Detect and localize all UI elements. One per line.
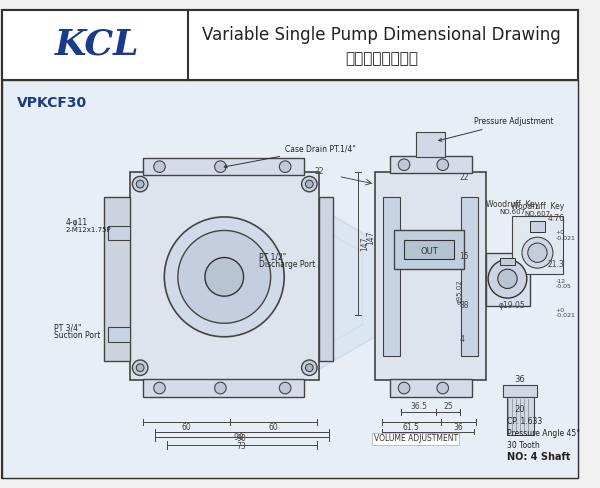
Text: 變量泵外型尺寸圖: 變量泵外型尺寸圖 <box>346 51 418 66</box>
Circle shape <box>154 382 165 394</box>
FancyBboxPatch shape <box>416 132 445 157</box>
FancyBboxPatch shape <box>104 197 130 361</box>
Circle shape <box>136 180 144 188</box>
Text: PT 1/2": PT 1/2" <box>259 252 286 262</box>
Circle shape <box>154 161 165 172</box>
Circle shape <box>437 382 449 394</box>
Text: -12
-0.05: -12 -0.05 <box>556 279 572 289</box>
Circle shape <box>437 159 449 170</box>
FancyBboxPatch shape <box>389 156 472 173</box>
FancyBboxPatch shape <box>389 379 472 397</box>
Text: CP. 1.633: CP. 1.633 <box>508 417 543 427</box>
Text: Woodruff  Key: Woodruff Key <box>511 202 564 211</box>
Text: Pressure Angle 45°: Pressure Angle 45° <box>508 429 581 438</box>
Text: φ19.05: φ19.05 <box>499 301 526 310</box>
Text: PT 3/4": PT 3/4" <box>54 323 82 332</box>
FancyBboxPatch shape <box>512 216 563 274</box>
Circle shape <box>136 364 144 371</box>
Circle shape <box>305 180 313 188</box>
FancyBboxPatch shape <box>143 158 304 175</box>
Text: 60: 60 <box>269 423 278 432</box>
FancyBboxPatch shape <box>108 225 130 240</box>
Circle shape <box>522 237 553 268</box>
Text: 152: 152 <box>421 433 435 442</box>
Circle shape <box>133 360 148 375</box>
Circle shape <box>305 364 313 371</box>
Text: NO.607: NO.607 <box>524 211 551 217</box>
Text: KCL: KCL <box>55 28 139 62</box>
FancyBboxPatch shape <box>2 10 578 478</box>
FancyBboxPatch shape <box>143 379 304 397</box>
Text: Woodruff  Key: Woodruff Key <box>485 200 539 209</box>
Text: 36: 36 <box>515 375 526 384</box>
Text: 21.3: 21.3 <box>547 260 564 269</box>
FancyBboxPatch shape <box>319 197 334 361</box>
Circle shape <box>215 382 226 394</box>
FancyBboxPatch shape <box>530 221 545 232</box>
Circle shape <box>205 258 244 296</box>
Text: 147: 147 <box>360 236 369 251</box>
Text: φ95.02: φ95.02 <box>457 279 463 304</box>
Text: Pressure Adjustment: Pressure Adjustment <box>439 117 553 142</box>
Text: OUT: OUT <box>421 247 438 256</box>
Circle shape <box>498 269 517 288</box>
Circle shape <box>215 161 226 172</box>
Text: 15: 15 <box>459 252 469 262</box>
Text: Variable Single Pump Dimensional Drawing: Variable Single Pump Dimensional Drawing <box>202 26 561 44</box>
Circle shape <box>398 159 410 170</box>
FancyBboxPatch shape <box>375 172 486 380</box>
Text: 2-M12x1.75P: 2-M12x1.75P <box>66 227 112 233</box>
FancyBboxPatch shape <box>130 172 319 380</box>
Circle shape <box>398 382 410 394</box>
Circle shape <box>302 176 317 192</box>
FancyBboxPatch shape <box>500 258 515 265</box>
Text: 36.5: 36.5 <box>410 402 427 411</box>
Circle shape <box>488 260 527 298</box>
Text: 88: 88 <box>459 301 469 310</box>
FancyBboxPatch shape <box>383 197 400 356</box>
Text: Case Drain PT.1/4": Case Drain PT.1/4" <box>224 144 356 168</box>
FancyBboxPatch shape <box>506 397 533 435</box>
Text: +0
-0.021: +0 -0.021 <box>556 230 575 241</box>
Text: 宜: 宜 <box>286 267 313 310</box>
Circle shape <box>280 382 291 394</box>
Circle shape <box>528 243 547 263</box>
Text: 36: 36 <box>454 423 463 432</box>
Text: 4: 4 <box>459 335 464 344</box>
Text: 60: 60 <box>182 423 191 432</box>
FancyBboxPatch shape <box>2 10 578 80</box>
FancyBboxPatch shape <box>503 385 538 397</box>
Text: 22: 22 <box>314 167 324 176</box>
FancyBboxPatch shape <box>2 80 578 478</box>
Text: 4-φ11: 4-φ11 <box>66 218 88 226</box>
FancyBboxPatch shape <box>108 327 130 342</box>
Text: 61.5: 61.5 <box>403 423 420 432</box>
FancyBboxPatch shape <box>461 197 478 356</box>
FancyBboxPatch shape <box>486 253 530 306</box>
Circle shape <box>302 360 317 375</box>
Circle shape <box>164 217 284 337</box>
Text: 90: 90 <box>235 433 249 442</box>
Text: 73: 73 <box>237 442 247 451</box>
FancyBboxPatch shape <box>404 240 454 260</box>
Text: 4.76: 4.76 <box>547 214 565 223</box>
Circle shape <box>178 230 271 323</box>
Text: 25: 25 <box>443 402 453 411</box>
Text: 30 Tooth: 30 Tooth <box>508 441 540 449</box>
Text: VPKCF30: VPKCF30 <box>17 96 88 110</box>
Text: NO: 4 Shaft: NO: 4 Shaft <box>508 452 571 462</box>
FancyBboxPatch shape <box>394 230 464 269</box>
Text: 147: 147 <box>367 230 376 245</box>
Text: 20: 20 <box>515 405 525 414</box>
Polygon shape <box>220 197 379 380</box>
Text: 90: 90 <box>237 434 247 443</box>
Text: 22: 22 <box>459 173 469 182</box>
Text: NO.607: NO.607 <box>499 209 526 215</box>
Text: VOLUME ADJUSTMENT: VOLUME ADJUSTMENT <box>374 434 458 443</box>
Text: Discharge Port: Discharge Port <box>259 260 316 269</box>
Text: Suction Port: Suction Port <box>54 331 101 340</box>
Circle shape <box>133 176 148 192</box>
Circle shape <box>280 161 291 172</box>
Text: +0
-0.021: +0 -0.021 <box>556 307 575 319</box>
